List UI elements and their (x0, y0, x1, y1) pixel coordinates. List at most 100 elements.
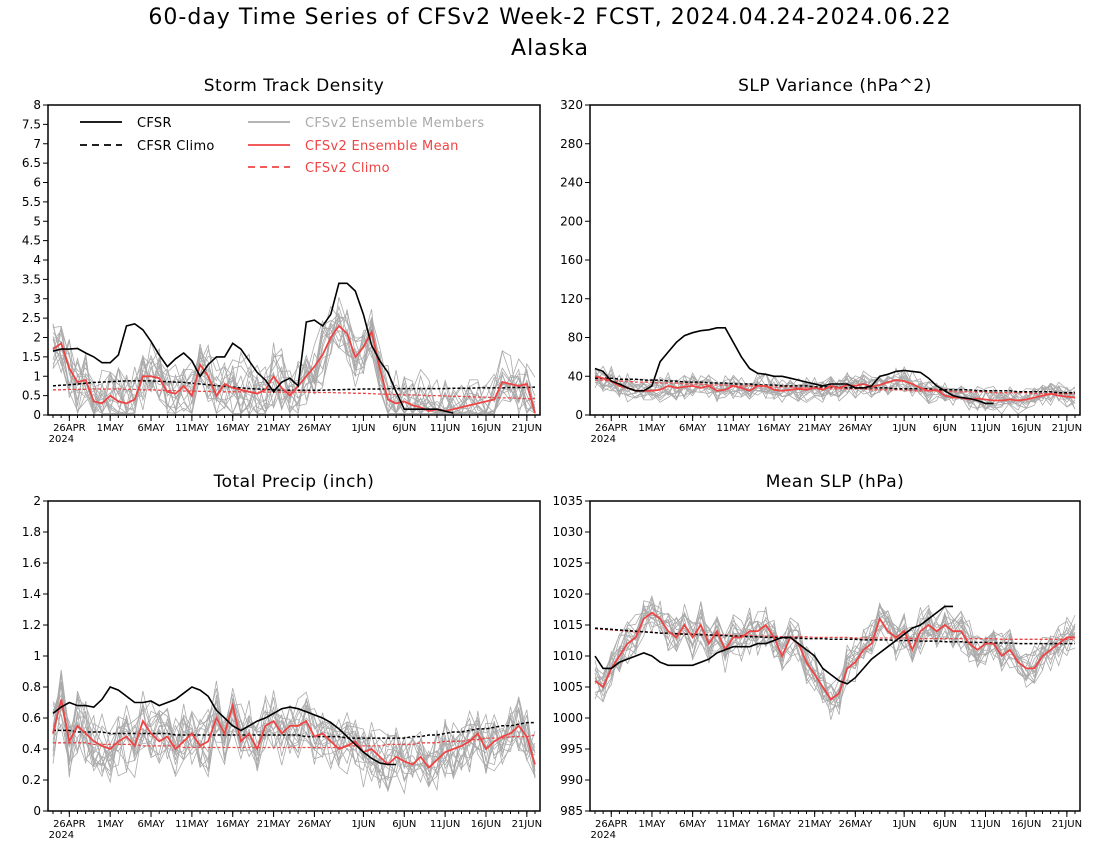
y-tick-label: 0 (33, 408, 41, 422)
x-tick-label: 6MAY (137, 423, 165, 434)
y-tick-label: 0.8 (22, 680, 41, 694)
x-tick-label: 6JUN (933, 819, 957, 830)
x-tick-label: 26APR (53, 423, 86, 434)
cfsr-climo-line (53, 721, 535, 739)
x-tick-label: 11JUN (430, 423, 460, 434)
x-tick-label: 16MAY (216, 819, 250, 830)
y-tick-label: 1.5 (22, 350, 41, 364)
y-tick-label: 1010 (552, 649, 583, 663)
y-tick-label: 0.4 (22, 742, 41, 756)
cfsr-line (52, 282, 454, 414)
y-tick-label: 1005 (552, 680, 583, 694)
x-tick-label: 21MAY (257, 819, 291, 830)
y-tick-label: 120 (560, 292, 583, 306)
x-tick-year: 2024 (591, 830, 616, 841)
x-tick-label: 1MAY (97, 819, 125, 830)
x-tick-label: 16JUN (1011, 819, 1041, 830)
y-tick-label: 1035 (552, 494, 583, 508)
x-tick-label: 26APR (53, 819, 86, 830)
ensemble-member-line (52, 326, 536, 415)
x-tick-label: 26MAY (298, 819, 332, 830)
panel-title: Storm Track Density (204, 76, 385, 96)
ensemble-mean-line (52, 324, 536, 414)
ensemble-member-line (52, 685, 536, 789)
y-tick-label: 6 (33, 176, 41, 190)
x-tick-label: 6MAY (679, 423, 707, 434)
x-tick-label: 21JUN (1052, 423, 1082, 434)
ensemble-member-line (52, 316, 536, 415)
x-tick-label: 26APR (595, 423, 628, 434)
x-tick-label: 11JUN (430, 819, 460, 830)
x-tick-label: 11JUN (970, 423, 1000, 434)
plot-area (52, 669, 536, 795)
x-tick-label: 1MAY (638, 423, 666, 434)
y-tick-label: 160 (560, 253, 583, 267)
y-tick-label: 0.6 (22, 711, 41, 725)
x-tick-label: 26MAY (298, 423, 332, 434)
plot-frame (47, 104, 541, 416)
y-tick-label: 1000 (552, 711, 583, 725)
y-tick-label: 0.5 (22, 389, 41, 403)
ensemble-member-line (52, 324, 536, 415)
y-tick-label: 80 (568, 331, 583, 345)
y-tick-label: 985 (560, 804, 583, 818)
x-tick-label: 6JUN (392, 423, 416, 434)
y-tick-label: 0 (33, 804, 41, 818)
legend-cfsv2-climo-label: CFSv2 Climo (305, 161, 390, 176)
y-tick-label: 8 (33, 98, 41, 112)
x-tick-label: 21JUN (512, 423, 542, 434)
chart-region-title: Alaska (511, 36, 589, 61)
x-tick-label: 6MAY (679, 819, 707, 830)
ensemble-member-line (594, 367, 1076, 412)
x-tick-label: 6JUN (933, 423, 957, 434)
x-tick-label: 21MAY (798, 819, 832, 830)
y-tick-label: 2 (33, 494, 41, 508)
ensemble-member-line (594, 601, 1076, 700)
x-tick-year: 2024 (591, 434, 616, 445)
x-tick-label: 1MAY (638, 819, 666, 830)
chart-title: 60-day Time Series of CFSv2 Week-2 FCST,… (148, 5, 952, 30)
y-tick-label: 7.5 (22, 117, 41, 131)
plot-area (52, 282, 536, 415)
ensemble-member-line (52, 324, 536, 415)
y-tick-label: 995 (560, 742, 583, 756)
x-tick-label: 26MAY (839, 423, 873, 434)
y-tick-label: 1.4 (22, 587, 41, 601)
ensemble-member-line (594, 369, 1076, 410)
y-tick-label: 1025 (552, 556, 583, 570)
ensemble-member-line (52, 312, 536, 415)
panel-title: SLP Variance (hPa^2) (738, 76, 932, 96)
ensemble-member-line (52, 682, 536, 774)
ensemble-member-line (52, 706, 536, 791)
y-tick-label: 1015 (552, 618, 583, 632)
y-tick-label: 280 (560, 137, 583, 151)
x-tick-label: 16MAY (757, 423, 791, 434)
x-tick-label: 1MAY (97, 423, 125, 434)
x-tick-label: 21JUN (512, 819, 542, 830)
cfsr-line (52, 686, 397, 766)
x-tick-label: 26APR (595, 819, 628, 830)
panel-meanslp: Mean SLP (hPa) 985 990 995 1000 1005 1010 1015 1… (552, 472, 1082, 841)
plot-frame (589, 104, 1081, 416)
legend-cfsr-climo-label: CFSR Climo (137, 139, 215, 154)
ensemble-member-line (52, 313, 536, 415)
y-tick-label: 2.5 (22, 311, 41, 325)
ensemble-member-line (594, 614, 1076, 704)
x-tick-label: 16JUN (471, 423, 501, 434)
x-tick-label: 1JUN (892, 423, 916, 434)
y-tick-label: 4 (33, 253, 41, 267)
ensemble-member-line (594, 604, 1076, 699)
cfsv2-climo-line (595, 379, 1075, 395)
ensemble-member-line (594, 369, 1076, 408)
y-tick-label: 5.5 (22, 195, 41, 209)
y-tick-label: 7 (33, 137, 41, 151)
ensemble-member-line (52, 672, 536, 782)
panel-slpvar: SLP Variance (hPa^2) 0 40 80 120 160 200 240 280… (560, 76, 1082, 445)
x-tick-label: 11MAY (175, 423, 209, 434)
plot-area (594, 327, 1076, 415)
ensemble-member-line (52, 297, 536, 415)
ensemble-member-line (52, 305, 536, 415)
plot-frame (47, 500, 541, 812)
x-tick-year: 2024 (49, 830, 74, 841)
ensemble-member-line (52, 698, 536, 788)
